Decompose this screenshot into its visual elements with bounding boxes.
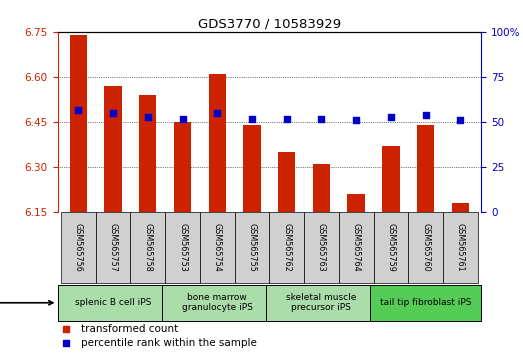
- Text: GSM565761: GSM565761: [456, 223, 465, 272]
- FancyBboxPatch shape: [200, 212, 235, 283]
- FancyBboxPatch shape: [130, 212, 165, 283]
- Point: [144, 114, 152, 120]
- FancyBboxPatch shape: [373, 212, 408, 283]
- Bar: [105, 86, 122, 212]
- Point: [62, 326, 70, 332]
- Bar: [139, 95, 156, 212]
- Text: percentile rank within the sample: percentile rank within the sample: [81, 338, 257, 348]
- FancyBboxPatch shape: [162, 285, 273, 321]
- Bar: [243, 125, 260, 212]
- Text: tail tip fibroblast iPS: tail tip fibroblast iPS: [380, 298, 471, 307]
- Bar: [70, 35, 87, 212]
- Text: GSM565762: GSM565762: [282, 223, 291, 272]
- Text: GSM565755: GSM565755: [247, 223, 256, 272]
- Point: [352, 118, 360, 123]
- Text: splenic B cell iPS: splenic B cell iPS: [75, 298, 151, 307]
- FancyBboxPatch shape: [58, 285, 168, 321]
- Point: [317, 116, 326, 121]
- FancyBboxPatch shape: [304, 212, 339, 283]
- Text: GSM565754: GSM565754: [213, 223, 222, 272]
- Bar: [313, 164, 330, 212]
- Point: [386, 114, 395, 120]
- Text: GSM565764: GSM565764: [351, 223, 361, 272]
- Bar: [382, 146, 400, 212]
- Bar: [278, 152, 295, 212]
- Text: GSM565758: GSM565758: [143, 223, 152, 272]
- FancyBboxPatch shape: [339, 212, 373, 283]
- FancyBboxPatch shape: [408, 212, 443, 283]
- FancyBboxPatch shape: [165, 212, 200, 283]
- Bar: [347, 194, 365, 212]
- Text: bone marrow
granulocyte iPS: bone marrow granulocyte iPS: [182, 293, 253, 313]
- Text: GSM565760: GSM565760: [421, 223, 430, 272]
- Text: GSM565756: GSM565756: [74, 223, 83, 272]
- Point: [282, 116, 291, 121]
- Point: [109, 110, 117, 116]
- Bar: [209, 74, 226, 212]
- Text: transformed count: transformed count: [81, 324, 178, 334]
- Bar: [174, 122, 191, 212]
- Bar: [452, 204, 469, 212]
- FancyBboxPatch shape: [266, 285, 377, 321]
- FancyBboxPatch shape: [235, 212, 269, 283]
- Text: GSM565753: GSM565753: [178, 223, 187, 272]
- Point: [248, 116, 256, 121]
- Text: cell type: cell type: [0, 298, 53, 308]
- Bar: [417, 125, 434, 212]
- FancyBboxPatch shape: [96, 212, 130, 283]
- Text: GSM565763: GSM565763: [317, 223, 326, 272]
- Text: skeletal muscle
precursor iPS: skeletal muscle precursor iPS: [286, 293, 357, 313]
- Title: GDS3770 / 10583929: GDS3770 / 10583929: [198, 18, 341, 31]
- Point: [178, 116, 187, 121]
- Point: [213, 110, 221, 116]
- Text: GSM565759: GSM565759: [386, 223, 395, 272]
- FancyBboxPatch shape: [269, 212, 304, 283]
- Point: [456, 118, 464, 123]
- FancyBboxPatch shape: [443, 212, 477, 283]
- Point: [422, 112, 430, 118]
- FancyBboxPatch shape: [61, 212, 96, 283]
- FancyBboxPatch shape: [370, 285, 481, 321]
- Text: GSM565757: GSM565757: [109, 223, 118, 272]
- Point: [62, 341, 70, 346]
- Point: [74, 107, 83, 112]
